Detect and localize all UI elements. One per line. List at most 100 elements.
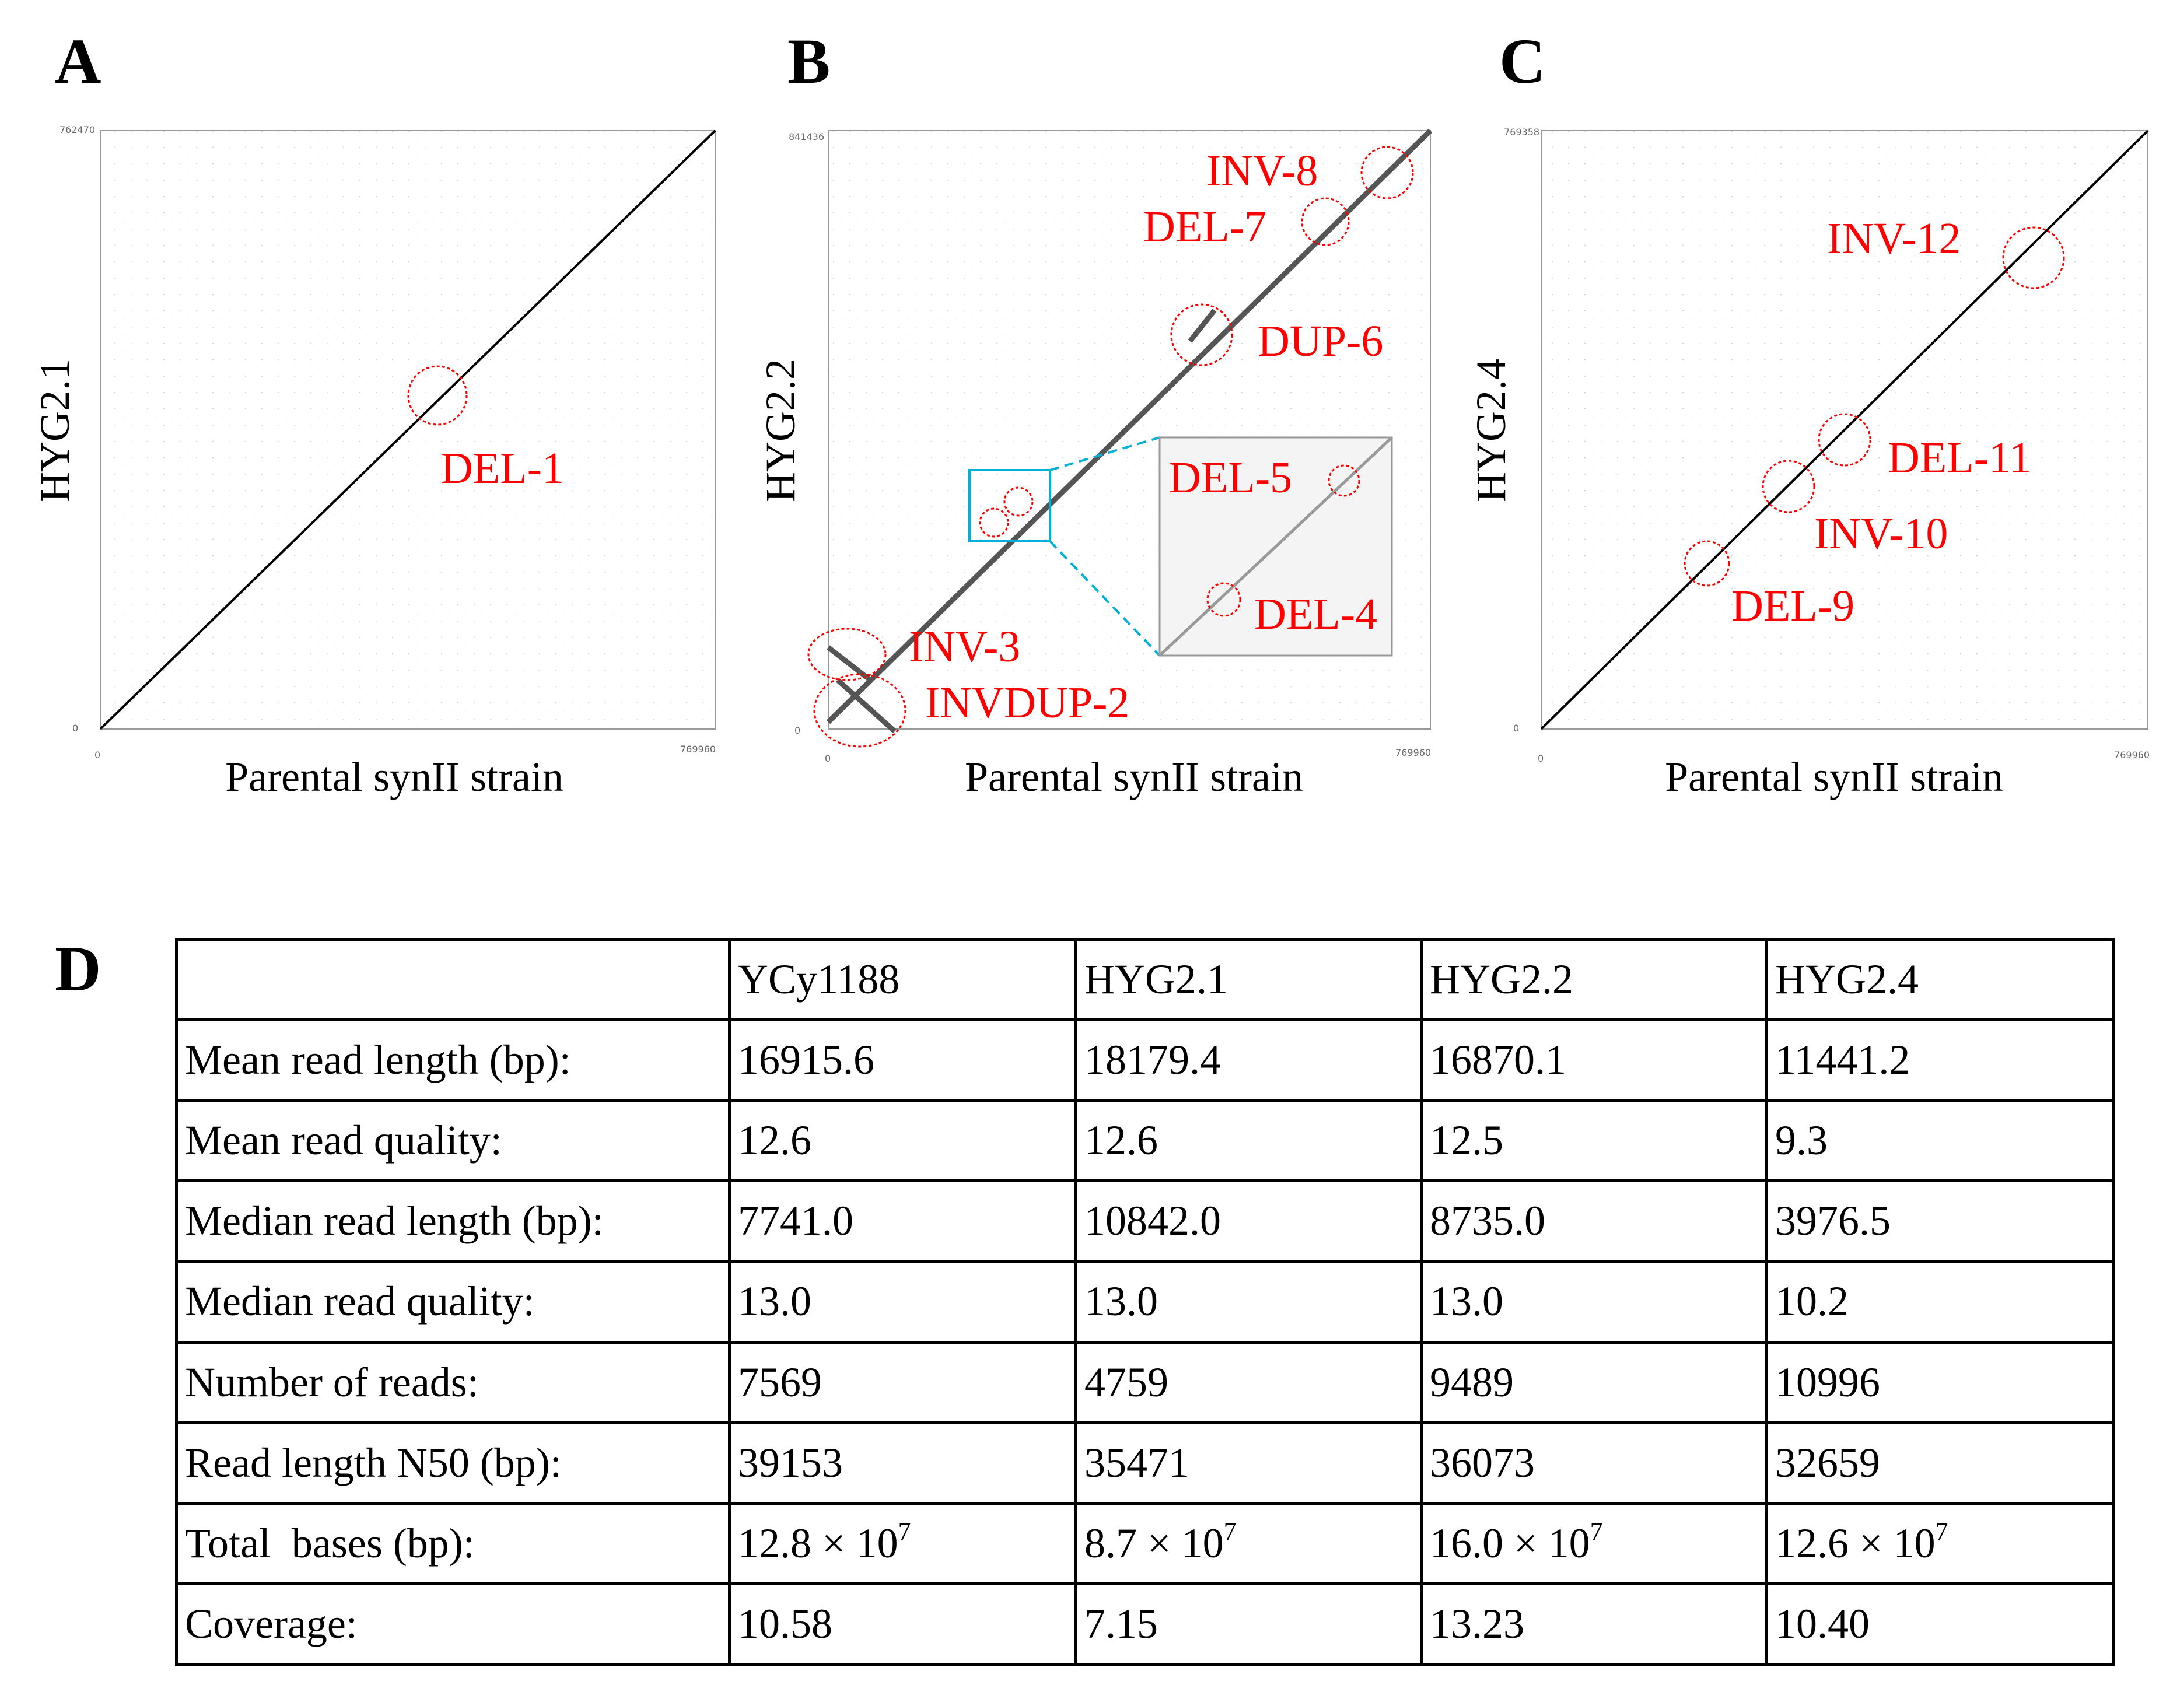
annotation-inv-10: INV-10 <box>1814 509 1948 558</box>
table-cell: 13.0 <box>1074 1260 1423 1344</box>
panel-c: 769358 769960 0 0 INV-12 DEL-11 INV-10 D… <box>1468 127 2150 800</box>
zoom-box <box>968 469 1051 542</box>
cell-mantissa: 12.8 × 10 <box>738 1519 898 1567</box>
table-cell: 16.0 × 107 <box>1420 1501 1768 1585</box>
plot-b-y-max-tick: 841436 <box>789 131 824 142</box>
header-cell: HYG2.2 <box>1420 937 1768 1022</box>
cell-exponent: 7 <box>1935 1516 1948 1546</box>
table-row: Median read length (bp): 7741.0 10842.0 … <box>175 1179 2115 1263</box>
plot-a-y-max-tick: 762470 <box>60 124 95 135</box>
table-cell: 8.7 × 107 <box>1074 1501 1423 1585</box>
table-cell: 16870.1 <box>1420 1018 1768 1102</box>
table-cell: 35471 <box>1074 1421 1423 1505</box>
plot-c-ylabel: HYG2.4 <box>1468 359 1514 502</box>
plot-c-origin-tick: 0 <box>1538 753 1544 764</box>
plot-a-xlabel: Parental synII strain <box>225 754 564 800</box>
annotation-circle-del-1 <box>407 365 468 426</box>
table-cell: 12.5 <box>1420 1099 1768 1183</box>
annotation-circle-inv-10 <box>1762 460 1815 513</box>
plot-b-dup-segment <box>1188 309 1217 343</box>
row-label: Median read length (bp): <box>175 1179 731 1263</box>
annotation-circle-del-4-main <box>979 507 1009 538</box>
plot-a-origin-tick-y: 0 <box>72 723 78 734</box>
row-label: Total bases (bp): <box>175 1501 731 1585</box>
table-cell: 10.58 <box>728 1582 1077 1666</box>
plot-a-x-max-tick: 769960 <box>680 744 716 755</box>
plot-b-origin-tick: 0 <box>825 753 831 764</box>
plot-b-ylabel: HYG2.2 <box>757 359 804 502</box>
panel-letter-d: D <box>55 933 102 1004</box>
plot-c-x-max-tick: 769960 <box>2114 749 2150 761</box>
annotation-del-9: DEL-9 <box>1731 581 1854 630</box>
annotation-del-7: DEL-7 <box>1143 202 1266 251</box>
row-label: Coverage: <box>175 1582 731 1666</box>
plot-a-origin-tick: 0 <box>94 749 100 761</box>
row-label: Median read quality: <box>175 1260 731 1344</box>
dot-plot-figure: A B C 762470 769960 0 0 DEL-1 HYG2.1 Par… <box>32 26 2150 800</box>
annotation-inv-12: INV-12 <box>1827 214 1961 263</box>
header-cell <box>175 937 731 1022</box>
annotation-circle-inv-8 <box>1360 146 1414 199</box>
table-cell: 16915.6 <box>728 1018 1077 1102</box>
table-row: Total bases (bp): 12.8 × 107 8.7 × 107 1… <box>175 1501 2115 1585</box>
plot-c-xlabel: Parental synII strain <box>1665 754 2003 800</box>
panel-letter-a: A <box>55 26 101 97</box>
table-cell: 9.3 <box>1765 1099 2115 1183</box>
table-cell: 7569 <box>728 1340 1077 1424</box>
annotation-circle-del-4-inset <box>1206 582 1241 617</box>
table-cell: 11441.2 <box>1765 1018 2115 1102</box>
table-cell: 12.6 × 107 <box>1765 1501 2115 1585</box>
table-row: Read length N50 (bp): 39153 35471 36073 … <box>175 1421 2115 1505</box>
annotation-inv-3: INV-3 <box>909 622 1020 671</box>
plot-b-xlabel: Parental synII strain <box>965 754 1303 800</box>
table-cell: 8735.0 <box>1420 1179 1768 1263</box>
table-cell: 18179.4 <box>1074 1018 1423 1102</box>
table-row: Mean read length (bp): 16915.6 18179.4 1… <box>175 1018 2115 1102</box>
annotation-circle-inv-12 <box>2002 226 2065 289</box>
panel-letter-c: C <box>1499 26 1545 97</box>
annotation-circle-invdup-2 <box>813 673 907 748</box>
annotation-circle-dup-6 <box>1170 303 1233 366</box>
row-label: Read length N50 (bp): <box>175 1421 731 1505</box>
annotation-circle-del-11 <box>1818 413 1871 467</box>
table-row: Number of reads: 7569 4759 9489 10996 <box>175 1340 2115 1424</box>
plot-b-diagonal <box>826 128 1433 724</box>
table-row: Coverage: 10.58 7.15 13.23 10.40 <box>175 1582 2115 1666</box>
annotation-del-1: DEL-1 <box>441 444 564 493</box>
annotation-circle-inv-3 <box>807 628 887 681</box>
sequencing-stats-table: YCy1188 HYG2.1 HYG2.2 HYG2.4 Mean read l… <box>175 937 2115 1666</box>
plot-c-diagonal <box>1540 129 2149 730</box>
row-label: Number of reads: <box>175 1340 731 1424</box>
table-cell: 13.23 <box>1420 1582 1768 1666</box>
table-cell: 12.6 <box>728 1099 1077 1183</box>
header-cell: HYG2.4 <box>1765 937 2115 1022</box>
header-cell: YCy1188 <box>728 937 1077 1022</box>
header-cell: HYG2.1 <box>1074 937 1423 1022</box>
zoom-inset-diagonal <box>1158 436 1393 657</box>
table-cell: 39153 <box>728 1421 1077 1505</box>
table-cell: 10996 <box>1765 1340 2115 1424</box>
cell-exponent: 7 <box>1223 1516 1237 1546</box>
zoom-connector-top <box>1049 436 1160 471</box>
annotation-invdup-2: INVDUP-2 <box>925 678 1129 727</box>
annotation-circle-del-5-inset <box>1328 464 1360 497</box>
table-header-row: YCy1188 HYG2.1 HYG2.2 HYG2.4 <box>175 937 2115 1022</box>
annotation-dup-6: DUP-6 <box>1258 317 1383 366</box>
annotation-inv-8: INV-8 <box>1206 146 1318 195</box>
table-cell: 7.15 <box>1074 1582 1423 1666</box>
plot-b-origin-tick-y: 0 <box>794 725 800 736</box>
table-cell: 3976.5 <box>1765 1179 2115 1263</box>
zoom-connector-bottom <box>1049 540 1161 657</box>
cell-mantissa: 8.7 × 10 <box>1084 1519 1224 1567</box>
panel-letter-b: B <box>788 26 830 97</box>
table-cell: 10.2 <box>1765 1260 2115 1344</box>
panel-b: 841436 769960 0 0 INV-8 DEL-7 DUP-6 DEL-… <box>757 128 1433 800</box>
table-cell: 12.8 × 107 <box>728 1501 1077 1585</box>
plot-c-y-max-tick: 769358 <box>1504 127 1539 138</box>
row-label: Mean read quality: <box>175 1099 731 1183</box>
table-row: Mean read quality: 12.6 12.6 12.5 9.3 <box>175 1099 2115 1183</box>
annotation-del-4: DEL-4 <box>1254 590 1377 639</box>
table-cell: 12.6 <box>1074 1099 1423 1183</box>
table-cell: 32659 <box>1765 1421 2115 1505</box>
row-label: Mean read length (bp): <box>175 1018 731 1102</box>
